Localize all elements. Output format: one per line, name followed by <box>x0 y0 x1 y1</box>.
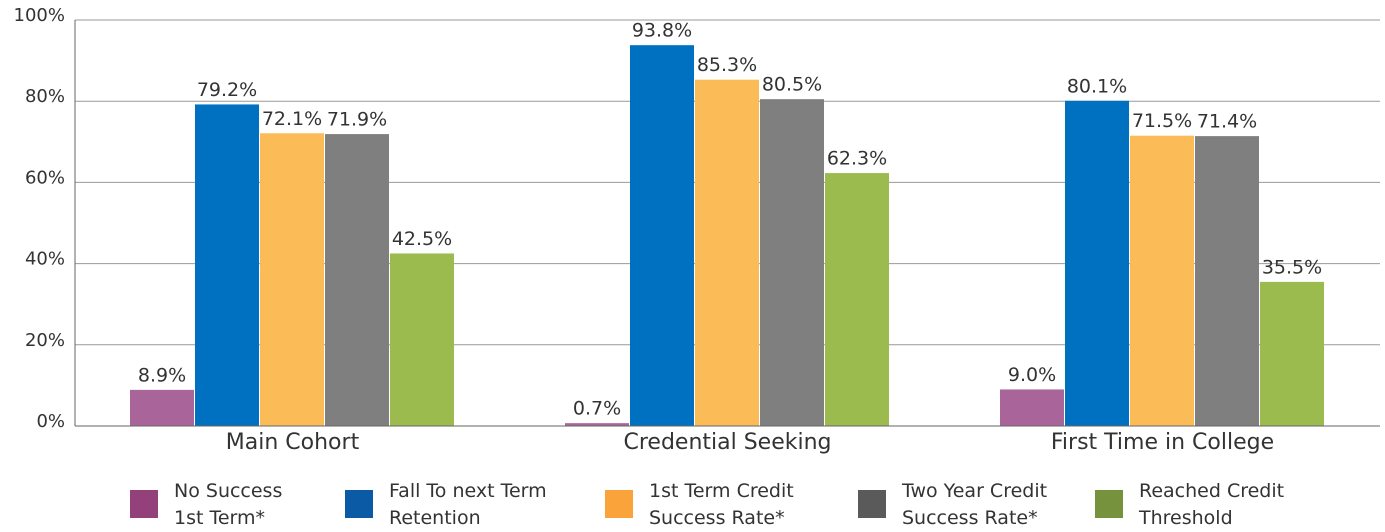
legend-swatch <box>345 490 373 518</box>
data-label: 80.1% <box>1067 75 1127 97</box>
data-label: 0.7% <box>573 398 621 420</box>
bar <box>195 104 259 426</box>
bar <box>760 99 824 427</box>
data-label: 93.8% <box>632 20 692 42</box>
legend-item: Fall To next Term Retention <box>345 478 569 532</box>
data-label: 71.5% <box>1132 110 1192 132</box>
legend-swatch <box>858 490 886 518</box>
bar <box>325 134 389 426</box>
legend-swatch <box>130 490 158 518</box>
data-label: 85.3% <box>697 54 757 76</box>
data-label: 79.2% <box>197 79 257 101</box>
bar <box>1260 281 1324 426</box>
bar <box>825 173 889 426</box>
data-label: 8.9% <box>138 364 186 386</box>
data-label: 71.9% <box>327 109 387 131</box>
bar <box>695 79 759 426</box>
bar <box>1130 135 1194 426</box>
y-tick-label: 0% <box>36 411 65 432</box>
bar <box>1065 100 1129 426</box>
legend-label: Fall To next Term Retention <box>389 480 547 529</box>
y-tick-label: 80% <box>25 86 65 107</box>
bar <box>565 423 629 426</box>
data-label: 35.5% <box>1262 256 1322 278</box>
y-tick-label: 60% <box>25 167 65 188</box>
x-tick-label: Main Cohort <box>226 430 360 455</box>
bar <box>130 389 194 426</box>
legend-label: Two Year Credit Success Rate* <box>902 480 1048 529</box>
data-label: 80.5% <box>762 74 822 96</box>
data-label: 71.4% <box>1197 111 1257 133</box>
bar <box>630 45 694 427</box>
data-label: 72.1% <box>262 108 322 130</box>
data-label: 42.5% <box>392 228 452 250</box>
data-label: 62.3% <box>827 148 887 170</box>
x-tick-label: Credential Seeking <box>623 430 831 455</box>
bar <box>390 253 454 426</box>
legend-item: 1st Term Credit Success Rate* <box>605 478 809 532</box>
y-tick-label: 40% <box>25 249 65 270</box>
legend-label: 1st Term Credit Success Rate* <box>649 480 794 529</box>
legend-label: No Success 1st Term* <box>174 480 283 529</box>
legend-swatch <box>605 490 633 518</box>
legend-label: Reached Credit Threshold <box>1139 480 1285 529</box>
legend-item: Two Year Credit Success Rate* <box>858 478 1070 532</box>
data-label: 9.0% <box>1008 364 1056 386</box>
x-tick-label: First Time in College <box>1051 430 1274 455</box>
legend-item: Reached Credit Threshold <box>1095 478 1299 532</box>
y-tick-label: 100% <box>14 5 65 26</box>
bar <box>1195 136 1259 426</box>
legend-swatch <box>1095 490 1123 518</box>
legend-item: No Success 1st Term* <box>130 478 292 532</box>
y-tick-label: 20% <box>25 330 65 351</box>
chart: 0% 20% 40% 60% 80% 100% 8.9% 79.2%72.1% 71.9% 42.… <box>14 5 1380 455</box>
bar <box>1000 389 1064 426</box>
legend: No Success 1st Term* Fall To next Term Re… <box>0 478 1385 530</box>
bar <box>260 133 324 427</box>
